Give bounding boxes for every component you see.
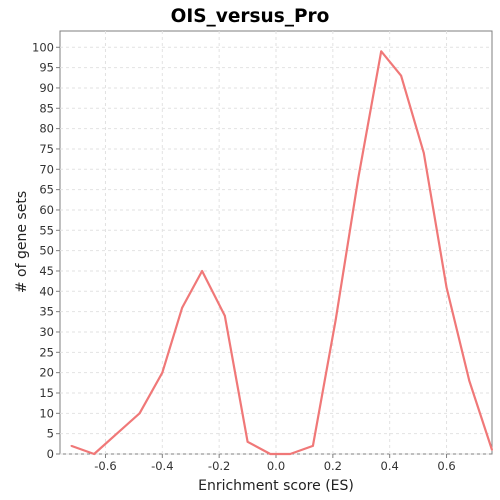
chart-title: OIS_versus_Pro — [171, 6, 330, 27]
x-tick-label: 0.6 — [437, 459, 455, 473]
y-tick-label: 10 — [39, 406, 54, 420]
y-tick-label: 35 — [39, 305, 54, 319]
x-axis-title: Enrichment score (ES) — [198, 478, 354, 494]
data-point — [312, 444, 314, 447]
data-point — [161, 371, 164, 374]
y-tick-label: 55 — [39, 223, 54, 237]
data-point — [380, 50, 383, 53]
data-point — [93, 453, 96, 455]
data-point — [400, 74, 402, 77]
x-tick-label: 0.0 — [267, 459, 285, 473]
y-tick-label: 45 — [39, 264, 54, 278]
data-point — [491, 449, 493, 451]
grid — [60, 31, 492, 455]
y-tick-label: 25 — [39, 345, 54, 359]
data-point — [269, 453, 272, 455]
x-tick-label: 0.2 — [324, 459, 342, 473]
y-tick-label: 5 — [47, 427, 54, 441]
y-tick-label: 30 — [39, 325, 54, 339]
data-point — [223, 314, 226, 317]
series-line — [71, 50, 494, 456]
y-tick-label: 85 — [39, 101, 54, 115]
data-point — [115, 432, 118, 435]
data-point — [70, 444, 73, 447]
y-tick-label: 60 — [39, 203, 54, 217]
data-point — [181, 306, 184, 309]
x-tick-label: -0.2 — [208, 459, 230, 473]
y-tick-label: 80 — [39, 122, 54, 136]
data-point — [422, 152, 425, 154]
y-tick-label: 90 — [39, 81, 54, 95]
data-point — [445, 286, 448, 289]
data-point — [289, 453, 292, 455]
x-axis: -0.6 -0.4 -0.2 0.0 0.2 0.4 0.6 — [94, 454, 456, 473]
data-point — [246, 440, 249, 443]
y-axis-title: # of gene sets — [14, 191, 30, 293]
y-tick-label: 65 — [39, 183, 54, 197]
x-tick-label: 0.4 — [381, 459, 399, 473]
y-tick-label: 40 — [39, 284, 54, 298]
series-layer — [70, 50, 494, 456]
data-point — [138, 412, 141, 415]
y-axis: 0 5 10 15 20 25 30 35 40 45 50 55 60 65 70 75 80 85 90 95 10… — [32, 40, 60, 461]
y-tick-label: 50 — [39, 244, 54, 258]
y-tick-label: 75 — [39, 142, 54, 156]
y-tick-label: 70 — [39, 162, 54, 176]
x-tick-label: -0.6 — [94, 459, 116, 473]
y-tick-label: 0 — [47, 447, 54, 461]
data-point — [357, 176, 360, 179]
x-tick-label: -0.4 — [151, 459, 173, 473]
data-point — [468, 379, 471, 382]
y-tick-label: 15 — [39, 386, 54, 400]
y-tick-label: 100 — [32, 40, 54, 54]
y-tick-label: 95 — [39, 61, 54, 75]
data-point — [334, 318, 337, 321]
y-tick-label: 20 — [39, 366, 54, 380]
data-point — [201, 270, 204, 272]
